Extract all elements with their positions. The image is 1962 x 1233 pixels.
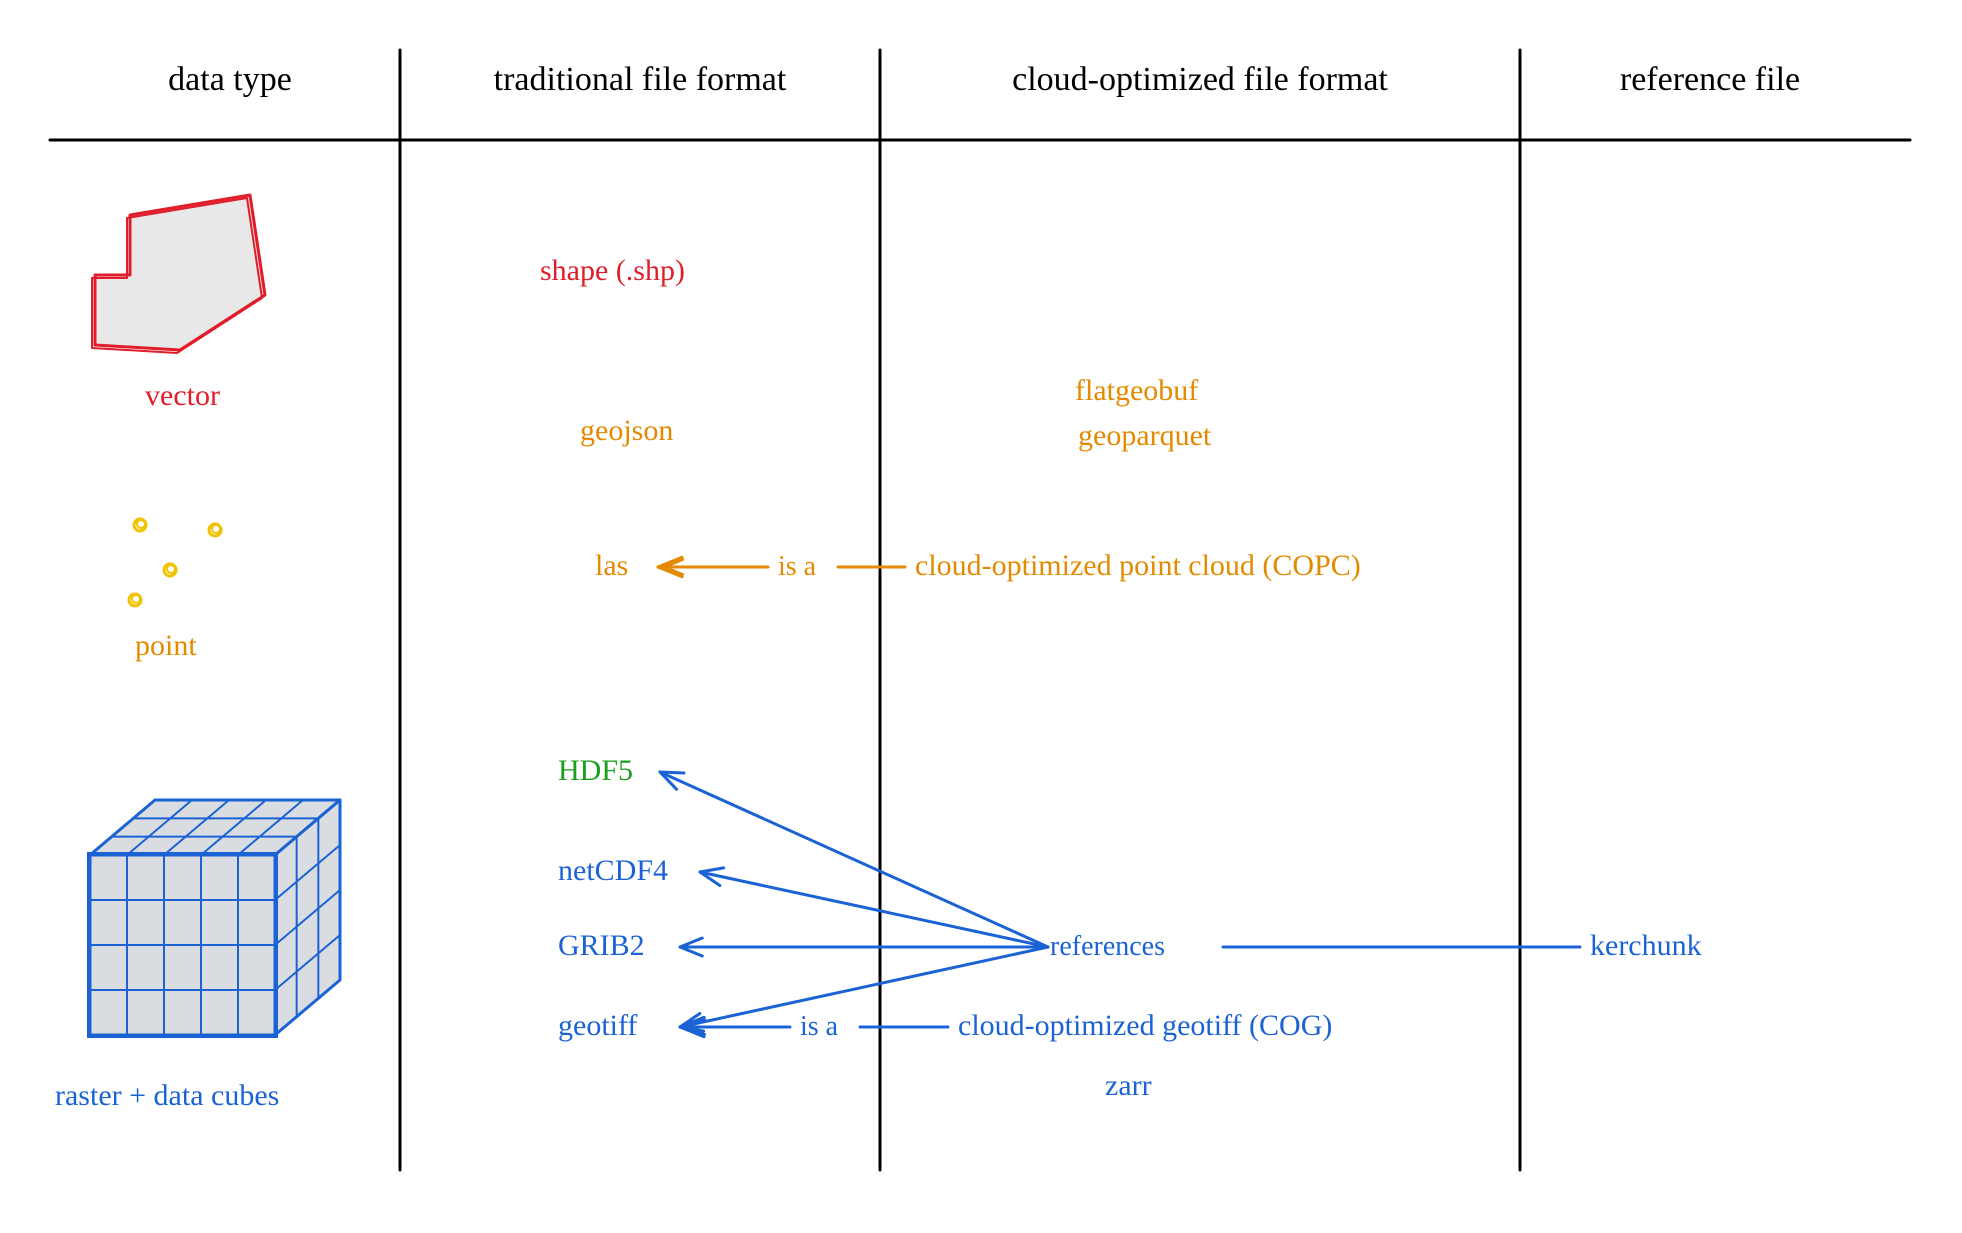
edge-ref-target-head [660,772,684,773]
format-geotiff: geotiff [558,1009,637,1042]
edge-label-references: references [1050,931,1165,962]
header-col1: data type [168,61,292,98]
format-copc: cloud-optimized point cloud (COPC) [915,549,1361,582]
vector-label: vector [145,379,220,412]
header-col2: traditional file format [494,61,787,98]
format-shape: shape (.shp) [540,254,685,287]
format-geoparquet: geoparquet [1078,419,1212,452]
edge-label-is-a-copc: is a [778,551,817,582]
edge-ref-target [700,872,1048,947]
edge-ref-target-head [700,868,724,872]
header-col3: cloud-optimized file format [1012,61,1388,98]
raster-label: raster + data cubes [55,1079,279,1112]
edge-label-is-a-cog: is a [800,1011,839,1042]
point-label: point [135,629,197,662]
format-netcdf4: netCDF4 [558,854,668,887]
format-kerchunk: kerchunk [1590,929,1702,962]
point-dot-icon [137,520,145,528]
format-hdf5: HDF5 [558,754,633,787]
point-dot-icon [212,525,220,533]
point-dot-icon [167,565,175,573]
format-grib2: GRIB2 [558,929,645,962]
format-zarr: zarr [1105,1069,1152,1102]
format-las: las [595,549,628,582]
format-geojson: geojson [580,414,673,447]
vector-polygon-icon [95,195,265,350]
format-cog: cloud-optimized geotiff (COG) [958,1009,1332,1042]
edge-ref-target [660,772,1048,947]
format-flatgeobuf: flatgeobuf [1075,374,1198,407]
header-col4: reference file [1620,61,1800,98]
point-dot-icon [132,595,140,603]
